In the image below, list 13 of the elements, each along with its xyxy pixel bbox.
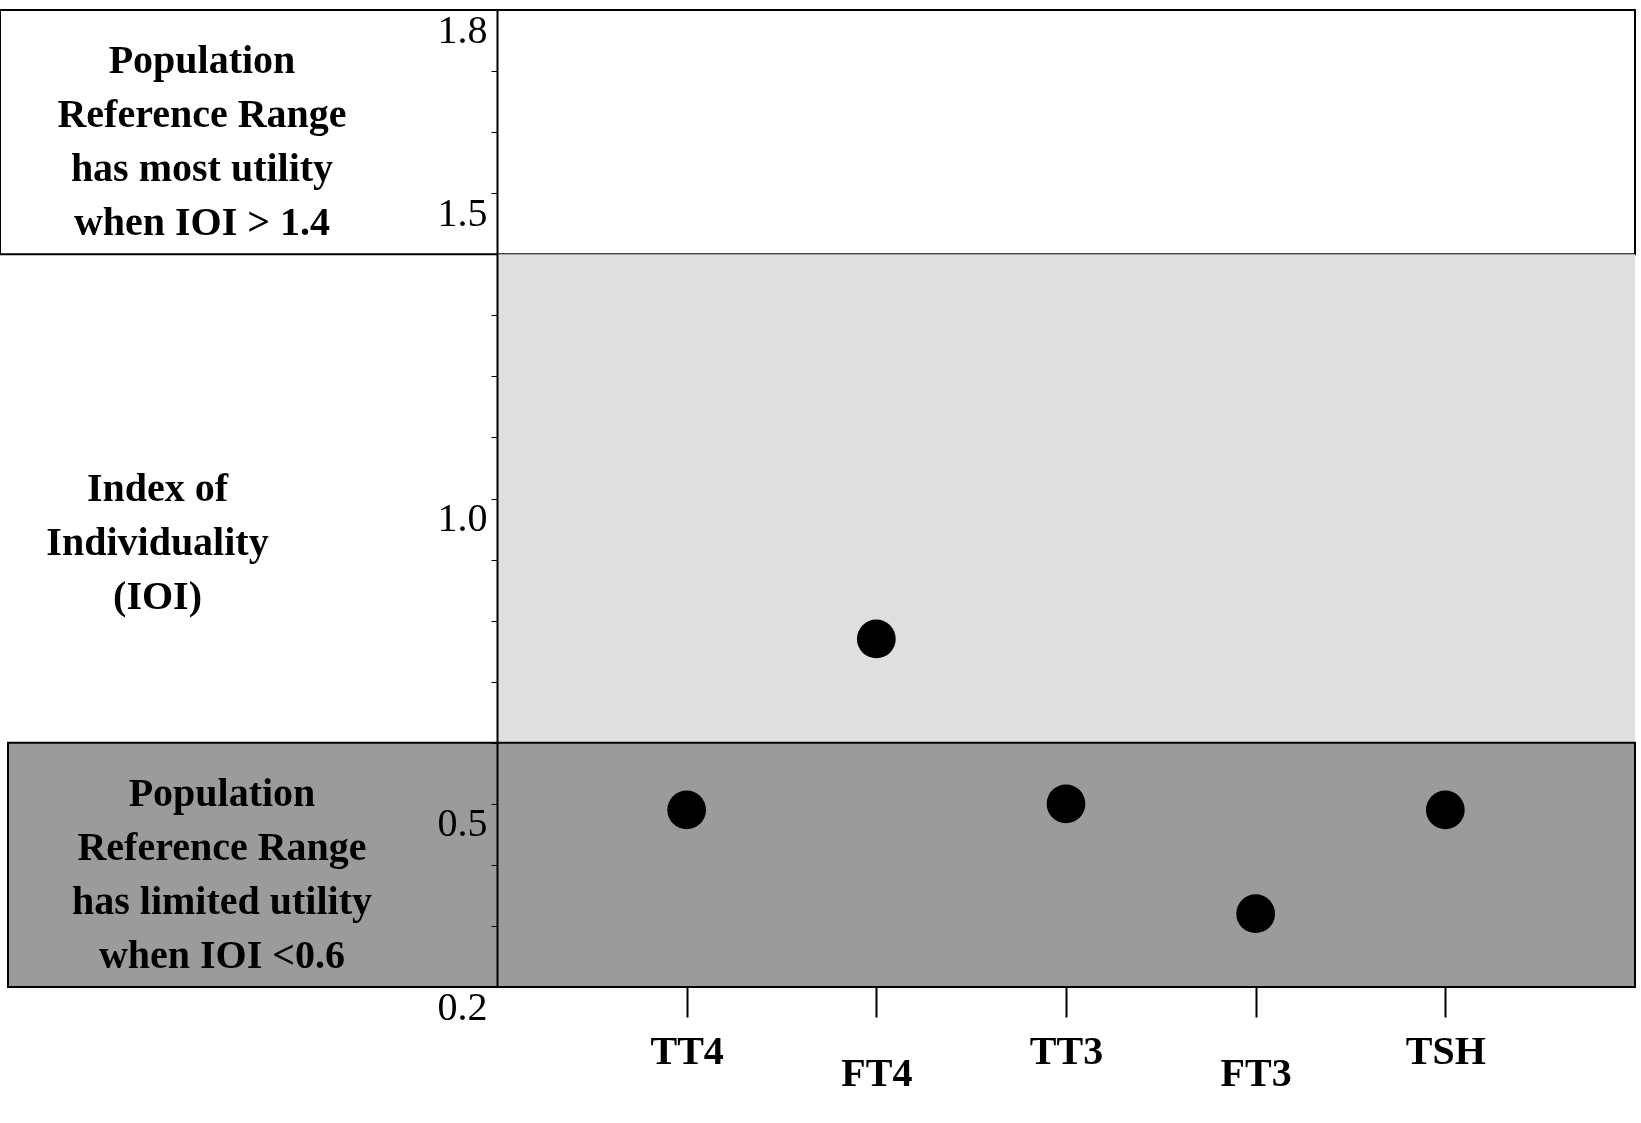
x-tick-label: FT4 bbox=[841, 1049, 913, 1095]
band-label: Population Reference Range has limited utility when IOI <0.6 bbox=[71, 769, 373, 977]
y-tick-label: 1.0 bbox=[437, 495, 488, 540]
x-tick-label: TT4 bbox=[650, 1027, 724, 1073]
y-tick-label: 0.2 bbox=[437, 983, 488, 1029]
y-tick-label: 1.8 bbox=[437, 6, 488, 52]
y-tick-label: 0.5 bbox=[437, 800, 488, 846]
x-tick-label: FT3 bbox=[1220, 1049, 1292, 1095]
band-label: Population Reference Range has most utility when IOI > 1.4 bbox=[57, 37, 347, 245]
y-tick-label: 1.5 bbox=[437, 189, 488, 235]
x-tick-label: TSH bbox=[1405, 1027, 1486, 1073]
y-axis-title: Index of Individuality (IOI) bbox=[46, 465, 269, 618]
x-tick-label: TT3 bbox=[1029, 1027, 1104, 1073]
